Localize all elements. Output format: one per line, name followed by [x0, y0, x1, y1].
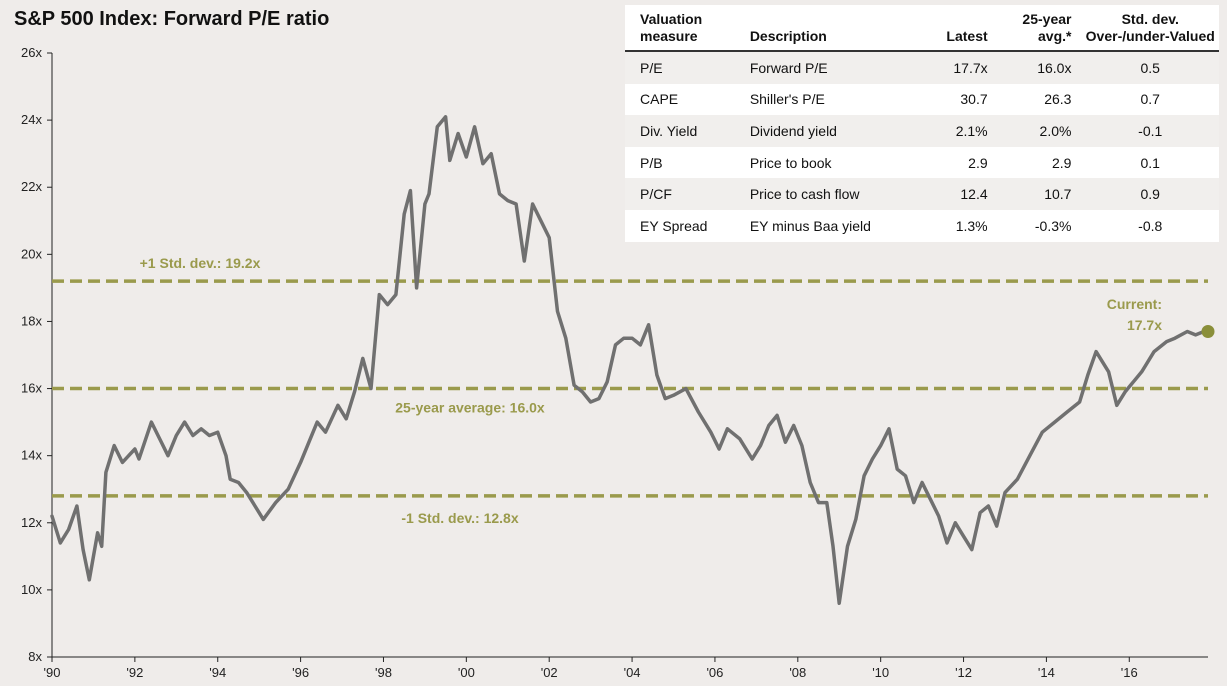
header-std-dev: Std. dev. Over-/under-Valued — [1081, 5, 1219, 52]
header-valuation-measure: Valuation measure — [625, 5, 746, 52]
table-row: P/B Price to book 2.9 2.9 0.1 — [625, 147, 1219, 179]
cell-latest: 17.7x — [915, 51, 992, 84]
x-tick-label: '00 — [458, 665, 475, 680]
cell-description: Forward P/E — [745, 51, 916, 84]
header-latest: Latest — [915, 5, 992, 52]
x-tick-label: '94 — [209, 665, 226, 680]
cell-stddev: 0.5 — [1081, 51, 1219, 84]
cell-description: Price to cash flow — [745, 178, 916, 210]
cell-measure: P/E — [625, 51, 746, 84]
reference-lines: +1 Std. dev.: 19.2x 25-year average: 16.0… — [52, 255, 1208, 526]
y-tick-label: 12x — [21, 515, 42, 530]
x-tick-label: '90 — [44, 665, 61, 680]
y-tick-label: 16x — [21, 381, 42, 396]
table-header-row: Valuation measure Description Latest 25-… — [625, 5, 1219, 52]
cell-stddev: -0.1 — [1081, 115, 1219, 147]
cell-stddev: -0.8 — [1138, 217, 1163, 234]
cell-stddev: 0.9 — [1081, 178, 1219, 210]
header-description: Description — [745, 5, 916, 52]
header-25-year-avg: 25-year avg.* — [991, 5, 1082, 52]
reference-line-label: 25-year average: 16.0x — [395, 400, 545, 416]
y-tick-label: 22x — [21, 179, 42, 194]
series-group — [50, 115, 1206, 606]
table-row: P/CF Price to cash flow 12.4 10.7 0.9 — [625, 178, 1219, 210]
table-row: P/E Forward P/E 17.7x 16.0x 0.5 — [625, 51, 1219, 84]
cell-avg: 2.9 — [1052, 154, 1072, 171]
cell-latest: 2.1% — [915, 115, 992, 147]
y-tick-label: 18x — [21, 313, 42, 328]
x-tick-label: '16 — [1121, 665, 1138, 680]
x-tick-label: '12 — [955, 665, 972, 680]
cell-latest: 30.7 — [960, 91, 988, 108]
y-tick-label: 26x — [21, 45, 42, 60]
cell-description: Dividend yield — [745, 115, 916, 147]
table-row: CAPE Shiller's P/E 30.7 26.3 0.7 — [625, 84, 1219, 116]
y-tick-label: 10x — [21, 582, 42, 597]
x-tick-label: '02 — [541, 665, 558, 680]
x-tick-label: '96 — [292, 665, 309, 680]
x-tick-label: '08 — [789, 665, 806, 680]
x-tick-label: '14 — [1038, 665, 1055, 680]
table-row: Div. Yield Dividend yield 2.1% 2.0% -0.1 — [625, 115, 1219, 147]
cell-measure: P/B — [640, 154, 663, 171]
y-tick-label: 24x — [21, 112, 42, 127]
forward-pe-series-line — [50, 115, 1206, 606]
table-row: EY Spread EY minus Baa yield 1.3% -0.3% … — [625, 210, 1219, 242]
current-point-marker — [1201, 325, 1215, 339]
cell-measure: P/CF — [625, 178, 746, 210]
cell-stddev: 0.7 — [1140, 91, 1160, 108]
x-tick-label: '06 — [706, 665, 723, 680]
y-tick-label: 8x — [28, 649, 42, 664]
axes: 8x 10x 12x 14x 16x 18x 20x 22x 24x 26x '90 '92 '94 '9… — [21, 45, 1208, 680]
cell-avg: -0.3% — [1034, 217, 1072, 234]
cell-description: Shiller's P/E — [749, 91, 825, 108]
cell-measure: Div. Yield — [625, 115, 746, 147]
current-label-line1: Current: — [1107, 296, 1162, 312]
cell-measure: CAPE — [640, 91, 679, 108]
x-tick-label: '04 — [624, 665, 641, 680]
y-tick-label: 14x — [21, 448, 42, 463]
reference-line-label: +1 Std. dev.: 19.2x — [140, 255, 261, 271]
cell-avg: 26.3 — [1044, 91, 1072, 108]
cell-description: EY minus Baa yield — [749, 217, 871, 234]
cell-latest: 2.9 — [968, 154, 988, 171]
current-label-line2: 17.7x — [1127, 317, 1162, 333]
current-marker-group: Current: 17.7x — [1107, 296, 1215, 339]
reference-line-label: -1 Std. dev.: 12.8x — [401, 510, 518, 526]
cell-measure: EY Spread — [640, 217, 708, 234]
valuation-table: Valuation measure Description Latest 25-… — [625, 5, 1219, 242]
x-tick-label: '92 — [126, 665, 143, 680]
cell-stddev: 0.1 — [1140, 154, 1160, 171]
cell-avg: 16.0x — [991, 51, 1082, 84]
chart-title: S&P 500 Index: Forward P/E ratio — [14, 8, 330, 30]
cell-avg: 2.0% — [991, 115, 1082, 147]
x-tick-label: '10 — [872, 665, 889, 680]
cell-description: Price to book — [749, 154, 832, 171]
cell-avg: 10.7 — [991, 178, 1082, 210]
y-tick-label: 20x — [21, 246, 42, 261]
x-tick-label: '98 — [375, 665, 392, 680]
cell-latest: 12.4 — [915, 178, 992, 210]
cell-latest: 1.3% — [955, 217, 988, 234]
